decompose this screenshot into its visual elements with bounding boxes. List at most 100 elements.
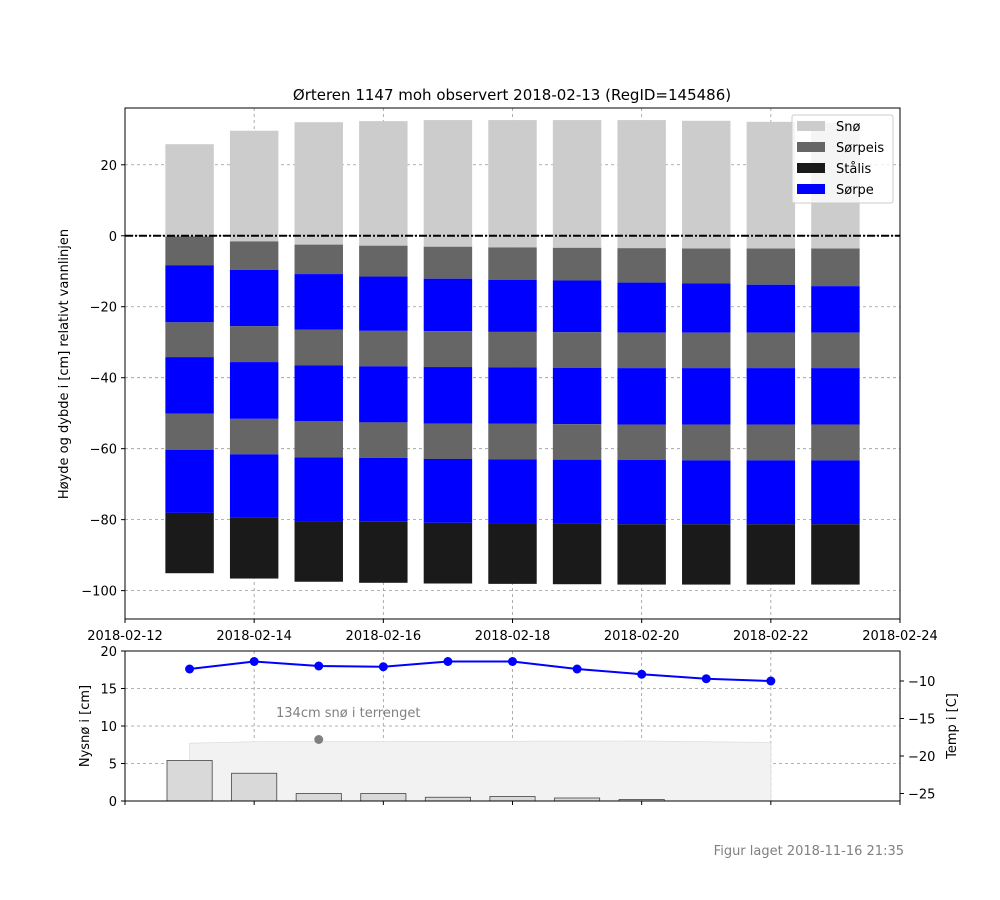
new-snow-bar <box>424 796 471 802</box>
bar-segment <box>552 280 602 333</box>
bar-segment <box>423 278 473 332</box>
bar-segment <box>229 454 279 518</box>
bar-segment <box>294 365 343 422</box>
bar-segment <box>552 523 602 585</box>
bar-segment <box>617 332 666 369</box>
bar-segment <box>423 120 473 247</box>
temp-tick-label: −10 <box>908 675 935 690</box>
bar-segment <box>682 248 731 284</box>
bar-segment <box>294 274 343 330</box>
y-tick-label: −40 <box>90 372 117 387</box>
y-tick-label: 20 <box>100 645 117 660</box>
legend-swatch <box>797 184 825 194</box>
temperature-point <box>378 662 388 672</box>
bar-segment <box>488 367 537 424</box>
bar-segment <box>617 460 666 525</box>
temp-tick-label: −20 <box>908 750 935 765</box>
bar-segment <box>746 248 796 285</box>
bar-segment <box>423 423 473 459</box>
bar-segment <box>682 120 731 249</box>
bar-segment <box>617 368 666 425</box>
legend-box <box>791 114 894 204</box>
bar-segment <box>359 276 408 331</box>
bar-segment <box>682 332 731 369</box>
x-tick-label: 2018-02-20 <box>604 629 680 644</box>
bar-segment <box>811 248 860 287</box>
new-snow-bar <box>489 796 536 802</box>
bar-segment <box>746 368 796 425</box>
main-x-ticks: 2018-02-12 2018-02-14 2018-02-16 2018-02-18… <box>87 619 938 644</box>
temperature-point <box>249 657 259 666</box>
bar-segment <box>617 248 666 283</box>
bar-segment <box>488 423 537 460</box>
bar-segment <box>746 284 796 333</box>
bar-segment <box>165 449 214 513</box>
bar-segment <box>811 424 860 461</box>
bar-segment <box>165 322 214 358</box>
bar-segment <box>294 421 343 458</box>
bar-segment <box>229 269 279 327</box>
bar-segment <box>229 362 279 419</box>
bar-segment <box>746 460 796 525</box>
temp-tick-label: −15 <box>908 713 935 728</box>
bar-segment <box>359 366 408 423</box>
bar-segment <box>811 368 860 425</box>
bar-segment <box>552 424 602 460</box>
new-snow-bar <box>295 793 342 802</box>
bar-segment <box>682 283 731 333</box>
y-tick-label: −100 <box>81 585 117 600</box>
chart-title: Ørteren 1147 moh observert 2018-02-13 (R… <box>293 86 731 104</box>
bar-segment <box>165 144 214 237</box>
bar-segment <box>294 244 343 275</box>
bar-segment <box>617 524 666 585</box>
legend-swatch <box>797 163 825 173</box>
bar-segment <box>359 457 408 522</box>
new-snow-bar <box>231 772 278 802</box>
temperature-point <box>701 674 711 684</box>
bar-segment <box>811 332 860 369</box>
bar-segment <box>811 460 860 525</box>
x-tick-label: 2018-02-14 <box>216 629 292 644</box>
bar-segment <box>359 121 408 246</box>
temperature-point <box>508 657 517 666</box>
bar-segment <box>359 521 408 583</box>
legend-label: Sørpe <box>836 183 874 198</box>
y-tick-label: 10 <box>100 720 117 735</box>
lower-y-ticks: 0 5 10 15 20 <box>100 645 125 810</box>
bar-segment <box>423 458 473 523</box>
bar-segment <box>294 521 343 582</box>
temp-tick-label: −25 <box>908 788 935 803</box>
bar-segment <box>229 241 279 270</box>
bar-segment <box>746 524 796 585</box>
lower-x-ticks <box>124 801 901 805</box>
bar-segment <box>229 130 279 242</box>
temperature-point <box>572 664 582 674</box>
bar-segment <box>488 459 537 524</box>
legend-label: Sørpeis <box>836 141 884 156</box>
new-snow-axis-label: Nysnø i [cm] <box>78 685 93 767</box>
bar-segment <box>552 367 602 425</box>
y-tick-label: 0 <box>109 795 117 810</box>
bar-segment <box>682 368 731 425</box>
bar-segment <box>423 331 473 368</box>
y-tick-label: 20 <box>100 159 117 174</box>
bar-segment <box>746 424 796 461</box>
x-tick-label: 2018-02-18 <box>475 629 551 644</box>
bar-segment <box>617 120 666 249</box>
y-tick-label: 0 <box>109 230 117 245</box>
x-tick-label: 2018-02-24 <box>862 629 938 644</box>
bar-segment <box>682 524 731 585</box>
bar-segment <box>488 279 537 332</box>
temperature-path <box>189 660 771 682</box>
y-tick-label: −80 <box>90 514 117 529</box>
bar-segment <box>617 282 666 333</box>
legend-label: Stålis <box>836 162 872 177</box>
bar-segment <box>165 413 214 450</box>
legend: Snø Sørpeis Stålis Sørpe <box>791 114 894 204</box>
bar-segment <box>488 247 537 280</box>
bar-segment <box>811 524 860 585</box>
bar-segment <box>359 422 408 458</box>
bar-segment <box>423 367 473 424</box>
bar-segment <box>811 286 860 333</box>
